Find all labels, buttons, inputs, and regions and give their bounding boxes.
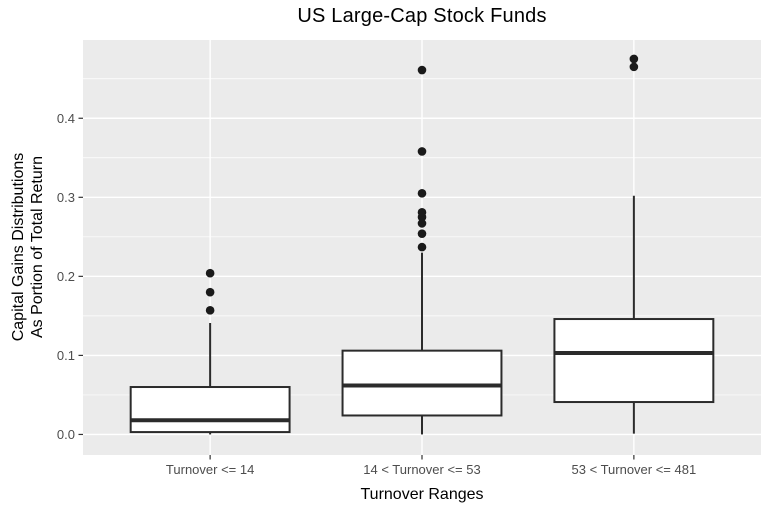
y-axis-title: Capital Gains Distributions As Portion o… (9, 153, 47, 342)
outlier-dot (629, 62, 639, 72)
box-iqr (129, 386, 291, 434)
box-iqr (553, 318, 715, 404)
box-iqr (341, 349, 503, 417)
x-tick-label: Turnover <= 14 (166, 462, 254, 477)
outlier-dot (417, 189, 427, 198)
y-tick-label: 0.3 (57, 190, 75, 205)
x-axis-title: Turnover Ranges (360, 486, 484, 503)
outlier-dot (417, 147, 427, 156)
y-tick-label: 0.0 (57, 427, 75, 442)
x-tick-label: 53 < Turnover <= 481 (572, 462, 697, 477)
outlier-dot (417, 65, 427, 75)
outlier-dot (417, 219, 427, 228)
y-tick-label: 0.1 (57, 348, 75, 363)
y-axis-title-line-1: Capital Gains Distributions (10, 152, 27, 342)
outlier-dot (417, 208, 427, 217)
outlier-dot (205, 287, 215, 297)
y-tick-label: 0.2 (57, 269, 75, 284)
outlier-dot (629, 54, 639, 64)
y-tick-label: 0.4 (57, 111, 75, 126)
outlier-dot (417, 242, 427, 252)
chart-title: US Large-Cap Stock Funds (297, 5, 547, 27)
outlier-dot (205, 268, 215, 278)
x-tick-label: 14 < Turnover <= 53 (363, 462, 480, 477)
y-axis-title-line-2: As Portion of Total Return (29, 155, 46, 339)
outlier-dot (417, 229, 427, 238)
outlier-dot (205, 306, 215, 315)
